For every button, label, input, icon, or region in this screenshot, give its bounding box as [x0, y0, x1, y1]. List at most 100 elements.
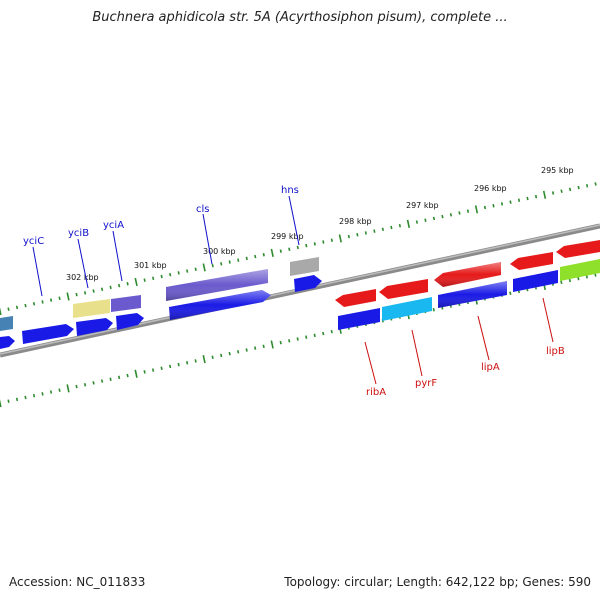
gene-feature-ribA[interactable] [338, 308, 380, 330]
minor-tick [49, 298, 53, 302]
gene-arrow-reverse[interactable] [335, 289, 376, 307]
gene-label-pyrF[interactable]: pyrF [415, 378, 437, 389]
minor-tick [7, 307, 10, 311]
minor-tick [160, 274, 163, 279]
minor-tick [585, 184, 589, 188]
minor-tick [220, 353, 223, 358]
minor-tick [466, 209, 470, 213]
minor-tick [517, 198, 521, 203]
gene-arrow-forward[interactable] [294, 275, 322, 292]
minor-tick [560, 280, 563, 285]
minor-tick [577, 185, 580, 190]
gene-label-yciB[interactable]: yciB [68, 228, 89, 239]
kbp-label-301: 301 kbp [134, 261, 167, 270]
minor-tick [449, 213, 453, 217]
kbp-scale-labels: 295 kbp 296 kbp 297 kbp 298 kbp 299 kbp … [66, 166, 574, 282]
gene-label-hns[interactable]: hns [281, 185, 299, 196]
gene-arrow-forward [169, 290, 271, 320]
minor-tick [24, 303, 27, 308]
minor-tick [279, 340, 282, 345]
minor-tick [177, 271, 180, 275]
gene-feature-yciB[interactable] [73, 299, 110, 318]
minor-tick [92, 289, 95, 293]
minor-tick [151, 368, 155, 372]
gene-arrow-forward[interactable] [116, 313, 144, 330]
major-tick [406, 219, 411, 228]
gene-label-ribA[interactable]: ribA [366, 387, 386, 398]
kbp-label-302: 302 kbp [66, 273, 99, 282]
minor-tick [441, 214, 444, 219]
minor-tick [194, 267, 197, 271]
minor-tick [483, 205, 487, 210]
minor-tick [126, 373, 129, 378]
leader-yciA [112, 230, 123, 282]
gene-label-lipA[interactable]: lipA [481, 362, 500, 373]
minor-tick [32, 302, 36, 306]
minor-tick [15, 305, 19, 310]
leader-cls [202, 213, 213, 265]
minor-tick [177, 362, 180, 367]
kbp-label-296: 296 kbp [474, 184, 507, 193]
major-tick [270, 340, 274, 349]
minor-tick [109, 377, 112, 381]
major-tick [134, 369, 138, 378]
minor-tick [109, 285, 112, 290]
minor-tick [7, 399, 10, 403]
minor-tick [500, 202, 504, 206]
gene-label-cls[interactable]: cls [196, 204, 210, 215]
minor-tick [458, 211, 461, 215]
gene-arrow-forward[interactable] [22, 324, 74, 344]
minor-tick [330, 329, 333, 334]
gene-arrow-forward[interactable] [76, 318, 113, 336]
minor-tick [83, 382, 87, 387]
gene-arrow-reverse[interactable] [556, 240, 600, 258]
minor-tick [432, 216, 436, 221]
minor-tick [41, 392, 44, 396]
gene-feature-yciA[interactable] [111, 295, 141, 312]
minor-tick [100, 379, 104, 383]
minor-tick [296, 245, 299, 250]
gene-feature-hns[interactable] [290, 257, 319, 276]
minor-tick [143, 370, 146, 374]
minor-tick [211, 263, 214, 268]
gene-feature-lipB-blue[interactable] [513, 270, 558, 292]
gene-track-forward [0, 275, 322, 349]
minor-tick [245, 256, 248, 261]
minor-tick [41, 300, 44, 304]
minor-tick [398, 223, 402, 228]
gene-arrow-reverse[interactable] [379, 279, 428, 299]
minor-tick [568, 278, 571, 283]
gene-label-lipB[interactable]: lipB [546, 346, 565, 357]
gene-feature-pyrF[interactable] [382, 297, 432, 321]
major-tick [338, 234, 342, 243]
minor-tick [492, 203, 495, 208]
gene-arrow-forward[interactable] [0, 336, 15, 349]
gene-feature-lipB[interactable] [560, 259, 600, 281]
minor-tick [75, 384, 78, 389]
minor-tick [534, 194, 538, 199]
kbp-label-299: 299 kbp [271, 232, 304, 241]
gene-label-yciC[interactable]: yciC [23, 236, 44, 247]
minor-tick [305, 243, 308, 248]
minor-tick [330, 238, 333, 242]
gene-labels: yciC yciB yciA cls hns ribA pyrF lipA li… [23, 185, 565, 398]
minor-tick [560, 189, 563, 193]
minor-tick [577, 276, 580, 281]
major-tick [202, 355, 206, 364]
leader-lipA [477, 315, 490, 361]
minor-tick [211, 355, 214, 360]
gene-feature-steel[interactable] [0, 316, 13, 331]
major-tick [66, 292, 70, 301]
gene-label-yciA[interactable]: yciA [103, 220, 124, 231]
minor-tick [49, 390, 53, 394]
minor-tick [262, 252, 265, 257]
gene-track-lower [338, 259, 600, 330]
minor-tick [288, 339, 291, 343]
gene-arrow-reverse[interactable] [510, 252, 553, 270]
minor-tick [568, 187, 572, 192]
minor-tick [58, 296, 61, 301]
minor-tick [168, 364, 172, 369]
minor-tick [551, 191, 555, 195]
minor-tick [186, 269, 189, 273]
